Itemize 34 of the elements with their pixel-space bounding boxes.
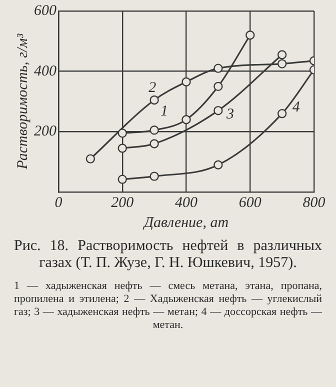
point [214, 160, 223, 170]
point [277, 59, 287, 68]
point [150, 95, 159, 105]
point [86, 154, 96, 164]
series-label: 4 [292, 100, 300, 116]
x-tick-label: 400 [175, 194, 198, 211]
point [277, 108, 287, 118]
y-tick-label: 600 [34, 2, 57, 19]
x-tick-label: 600 [238, 194, 262, 211]
x-tick-label: 0 [54, 194, 63, 211]
point [150, 126, 159, 135]
y-tick-label: 200 [34, 124, 57, 140]
x-tick-label: 800 [302, 194, 326, 211]
point [118, 128, 127, 138]
point [182, 115, 191, 124]
text: Рис. 18. Растворимость нефтей в различных газах (Т. П. Жузе, Г. Н. Юшкевич, 1957). [14, 238, 322, 272]
y-tick-label: 400 [34, 63, 57, 80]
x-tick-label: 200 [111, 194, 134, 211]
point [150, 139, 159, 148]
point [214, 82, 223, 92]
point [118, 174, 127, 184]
point [246, 30, 255, 40]
point [182, 77, 191, 86]
point [277, 50, 287, 60]
series-label: 1 [160, 104, 168, 120]
point [118, 144, 127, 153]
x-axis-title: Давление, ат [142, 214, 229, 231]
point [214, 64, 223, 73]
text: 1 — хадыженская нефть — смесь метана, этана, пропана, пропилена и этилена; 2 — Хадыженская нефть — углекислый газ; 3 — хадыженская нефть — метан; 4 — доссорская нефть — метан. [14, 280, 322, 332]
series-label: 3 [225, 106, 234, 122]
y-axis-title: Растворимость, г/м³ [14, 33, 31, 170]
point [214, 106, 223, 116]
series-label: 2 [148, 80, 157, 96]
point [150, 172, 159, 181]
